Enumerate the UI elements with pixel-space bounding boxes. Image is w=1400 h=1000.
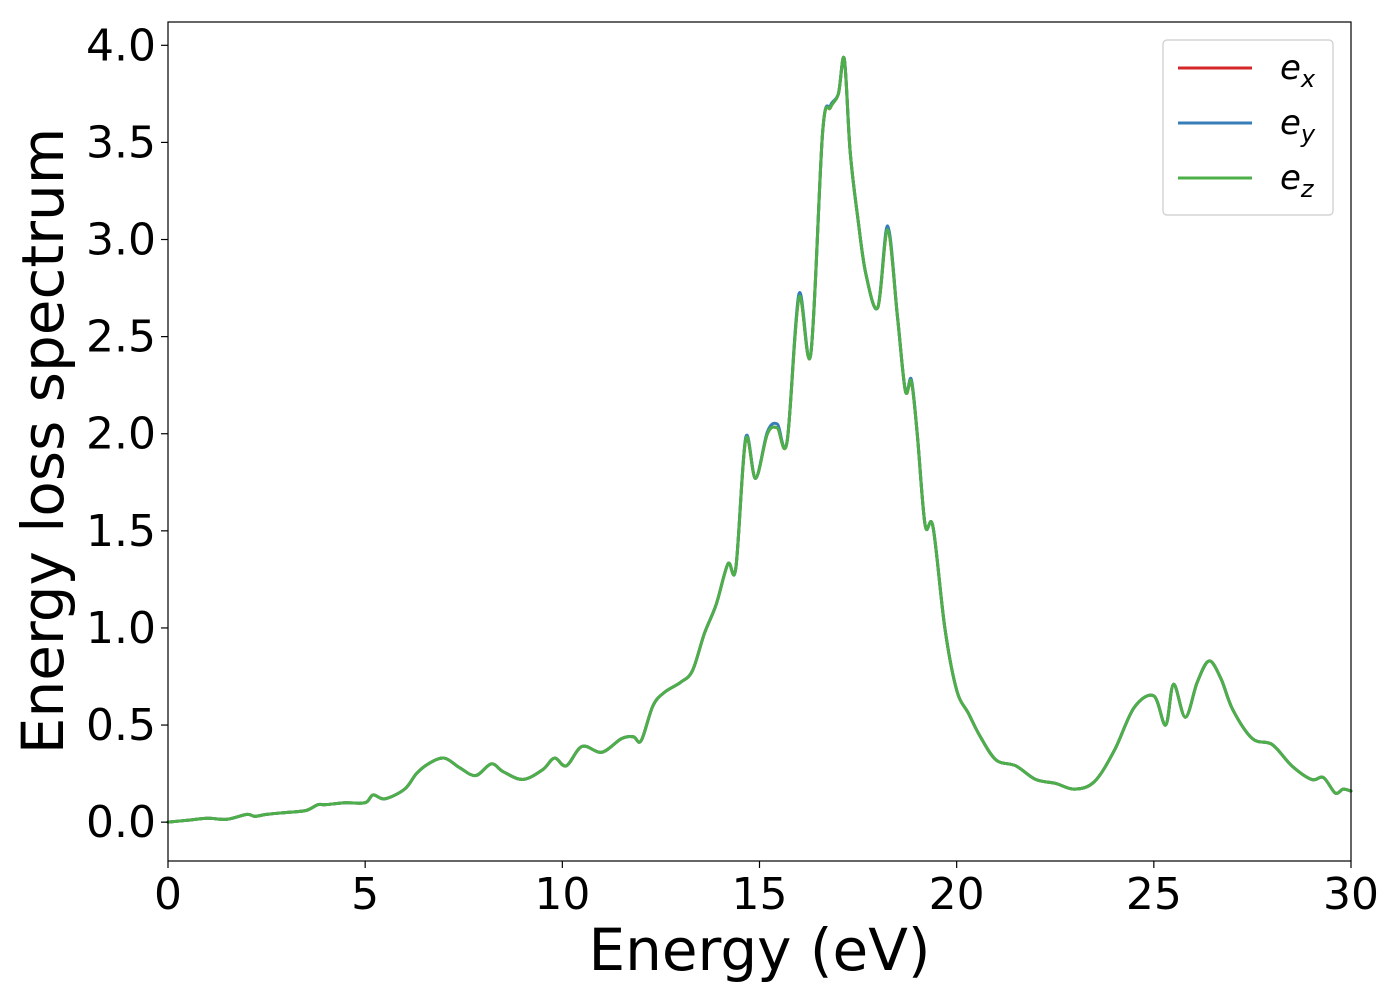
legend: ex ey ez	[1162, 39, 1334, 216]
x-tick-label: 30	[1323, 869, 1379, 920]
x-tick-label: 10	[534, 869, 590, 920]
y-axis-label: Energy loss spectrum	[9, 128, 77, 754]
x-axis-label: Energy (eV)	[588, 916, 930, 984]
x-tick-label: 5	[351, 869, 379, 920]
x-tick-label: 0	[154, 869, 182, 920]
y-tick-label: 4.0	[86, 20, 156, 71]
x-tick-label: 20	[929, 869, 985, 920]
y-tick-label: 1.5	[86, 506, 156, 557]
x-tick-label: 15	[732, 869, 788, 920]
y-tick-label: 2.0	[86, 409, 156, 460]
y-axis-ticks: 0.0 0.5 1.0 1.5 2.0 2.5 3.0 3.5 4.0	[86, 20, 168, 848]
y-tick-label: 3.0	[86, 215, 156, 266]
legend-label-x: ex	[1280, 48, 1316, 93]
y-tick-label: 3.5	[86, 117, 156, 168]
legend-box	[1162, 39, 1334, 216]
legend-label-z: ez	[1280, 158, 1315, 203]
series-line-z	[166, 55, 1353, 824]
y-tick-label: 0.0	[86, 797, 156, 848]
y-tick-label: 1.0	[86, 603, 156, 654]
x-axis-ticks: 0 5 10 15 20 25 30	[154, 861, 1379, 920]
x-tick-label: 25	[1126, 869, 1182, 920]
series-layer	[166, 55, 1353, 824]
legend-entries: ex ey ez	[1178, 48, 1316, 203]
y-tick-label: 2.5	[86, 312, 156, 363]
y-tick-label: 0.5	[86, 700, 156, 751]
legend-label-y: ey	[1280, 103, 1316, 148]
